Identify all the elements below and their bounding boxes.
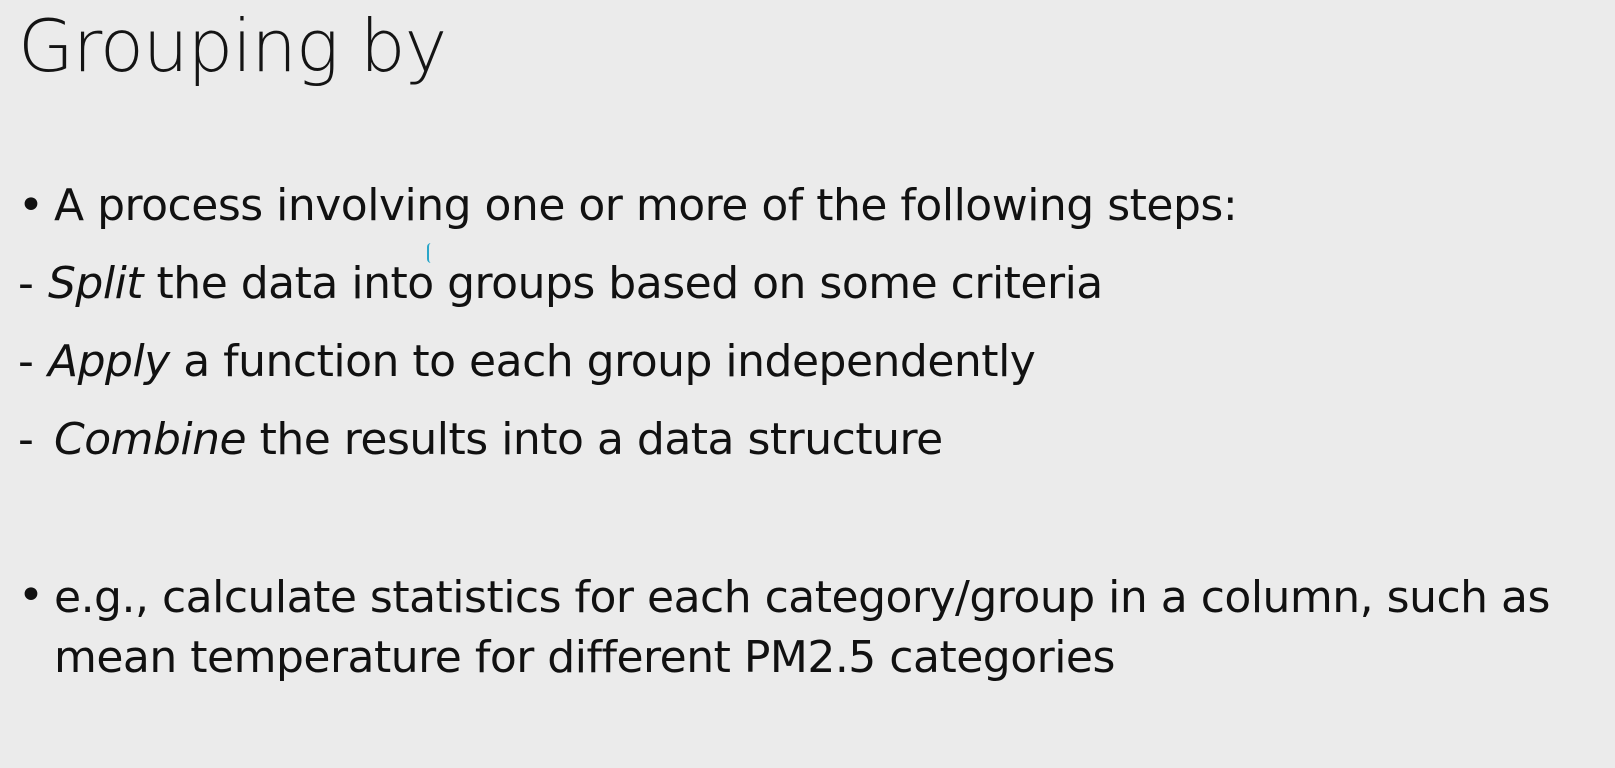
step-keyword: Split — [48, 258, 144, 309]
step-keyword: Combine — [54, 414, 247, 465]
bullet-item-process: • A process involving one or more of the… — [18, 178, 1238, 234]
step-keyword: Apply — [48, 336, 170, 387]
bullet-item-example: • e.g., calculate statistics for each ca… — [18, 568, 1614, 688]
dash-marker: - — [18, 414, 34, 465]
step-text: a function to each group independently — [169, 336, 1036, 387]
dash-marker: - — [18, 258, 34, 309]
step-item-split: - Split the data into groups based on som… — [18, 256, 1103, 312]
pen-cursor-icon — [427, 243, 432, 263]
bullet-marker: • — [18, 180, 44, 231]
step-item-combine: - Combine the results into a data structu… — [18, 412, 943, 468]
bullet-marker: • — [18, 570, 44, 621]
step-text: the results into a data structure — [246, 414, 944, 465]
step-item-apply: - Apply a function to each group independ… — [18, 334, 1036, 390]
step-text: the data into groups based on some crite… — [143, 258, 1104, 309]
bullet-text: e.g., calculate statistics for each cate… — [54, 572, 1550, 683]
slide-title: Grouping by — [18, 4, 447, 88]
dash-marker: - — [18, 336, 34, 387]
bullet-text: A process involving one or more of the f… — [54, 180, 1238, 231]
